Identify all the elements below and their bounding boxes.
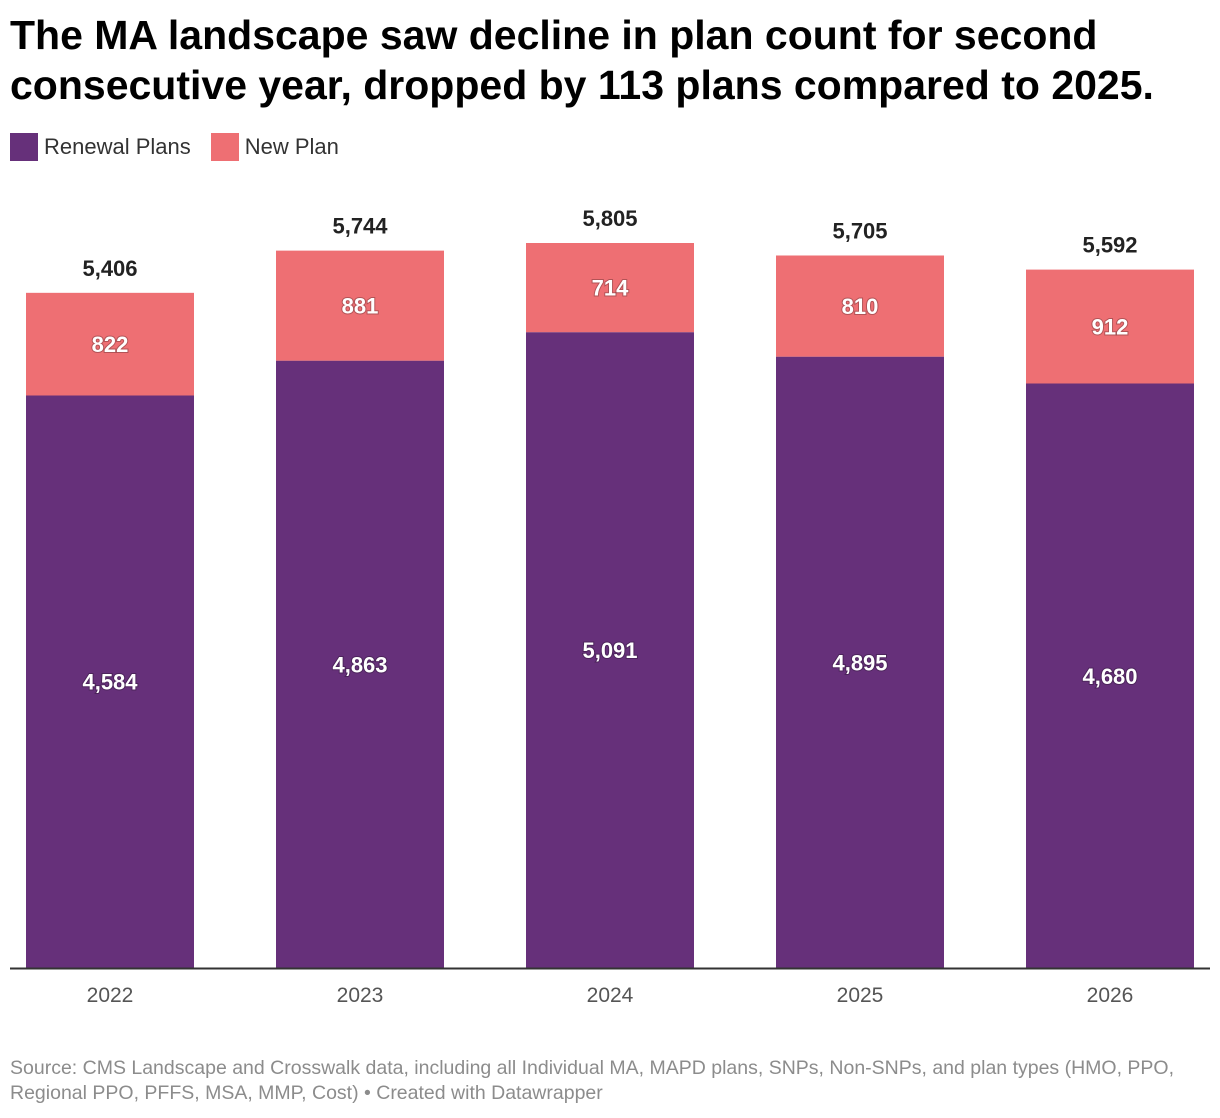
bar-renewal-2025 bbox=[776, 356, 944, 968]
x-tick-2022: 2022 bbox=[87, 984, 134, 1007]
bar-new-2025 bbox=[776, 255, 944, 357]
x-tick-2025: 2025 bbox=[837, 984, 884, 1007]
legend-label: Renewal Plans bbox=[44, 134, 191, 159]
bar-new-2026 bbox=[1026, 269, 1194, 384]
legend: Renewal Plans New Plan bbox=[10, 133, 339, 161]
data-label-renewal-2025: 4,895 bbox=[832, 650, 887, 675]
total-label-2025: 5,705 bbox=[832, 218, 887, 243]
bar-new-2022 bbox=[26, 292, 194, 396]
footer-source: Source: CMS Landscape and Crosswalk data… bbox=[10, 1057, 1175, 1104]
x-tick-2026: 2026 bbox=[1087, 984, 1134, 1007]
bar-renewal-2024 bbox=[526, 332, 694, 969]
data-label-new-2026: 912 bbox=[1092, 315, 1129, 340]
bar-renewal-2026 bbox=[1026, 383, 1194, 968]
bar-new-2023 bbox=[276, 250, 444, 361]
legend-label: New Plan bbox=[244, 134, 339, 159]
chart-title: The MA landscape saw decline in plan cou… bbox=[10, 12, 1154, 108]
total-label-2022: 5,406 bbox=[82, 256, 137, 281]
bar-renewal-2023 bbox=[276, 360, 444, 969]
data-label-renewal-2024: 5,091 bbox=[582, 638, 637, 663]
total-label-2026: 5,592 bbox=[1082, 233, 1137, 258]
legend-item-new: New Plan bbox=[210, 133, 339, 161]
bar-renewal-2022 bbox=[26, 395, 194, 968]
data-label-renewal-2026: 4,680 bbox=[1082, 664, 1137, 689]
total-label-2024: 5,805 bbox=[582, 206, 637, 231]
data-label-new-2023: 881 bbox=[342, 294, 379, 319]
data-label-new-2022: 822 bbox=[92, 332, 129, 357]
x-tick-2023: 2023 bbox=[337, 984, 384, 1007]
legend-swatch bbox=[210, 133, 239, 161]
data-label-new-2025: 810 bbox=[842, 294, 879, 319]
legend-swatch bbox=[10, 133, 38, 161]
x-tick-2024: 2024 bbox=[587, 984, 634, 1007]
legend-item-renewal: Renewal Plans bbox=[10, 133, 191, 161]
data-label-renewal-2023: 4,863 bbox=[332, 652, 387, 677]
bar-new-2024 bbox=[526, 243, 694, 333]
data-label-renewal-2022: 4,584 bbox=[82, 670, 138, 695]
total-label-2023: 5,744 bbox=[332, 214, 388, 239]
data-label-new-2024: 714 bbox=[592, 276, 629, 301]
